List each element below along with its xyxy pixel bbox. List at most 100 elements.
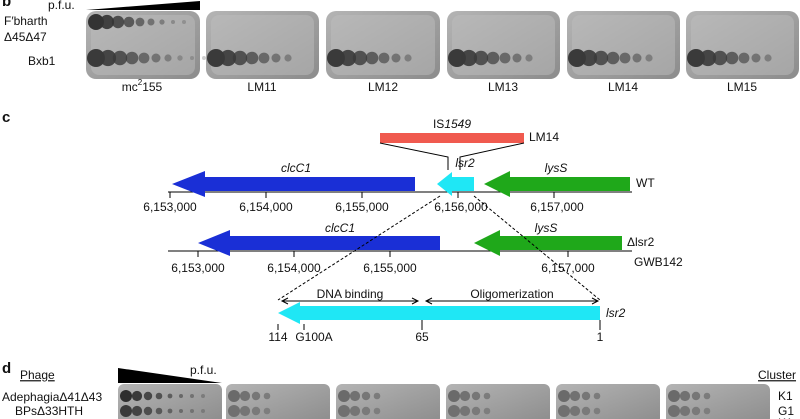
- plaque-spot: [228, 390, 240, 402]
- plaque-spot: [373, 392, 381, 400]
- plaque-spot: [499, 52, 511, 64]
- plaque-spot: [339, 49, 357, 67]
- decor: [86, 11, 799, 419]
- plaque-spot: [177, 55, 183, 61]
- plaque-spot: [327, 49, 345, 67]
- insertion-bar: [380, 133, 524, 143]
- coord-label: 6,155,000: [363, 261, 417, 275]
- gene-label: lysS: [545, 161, 568, 175]
- plaque-spot: [338, 390, 350, 402]
- plaque-spot: [120, 405, 132, 417]
- plaque-spot: [151, 53, 161, 63]
- plaque-spot: [171, 20, 175, 24]
- gene-arrow: [198, 230, 440, 256]
- plaque-spot: [123, 16, 135, 28]
- plaque-spot: [88, 14, 104, 30]
- strain-label: GWB142: [634, 255, 683, 269]
- cluster-label: K1: [778, 389, 793, 403]
- plaque-spot: [691, 406, 701, 416]
- plaque-spot: [751, 53, 761, 63]
- plaque-spot: [448, 390, 460, 402]
- coord-label: 6,155,000: [335, 200, 389, 214]
- plaque-spot: [190, 394, 194, 398]
- cluster-label: G1: [778, 404, 794, 418]
- plaque-spot: [182, 20, 186, 24]
- plate-label-part: mc: [122, 80, 138, 94]
- pfu-label: p.f.u.: [48, 0, 75, 12]
- domain-brackets: [280, 297, 600, 305]
- plaque-spot: [525, 54, 533, 62]
- plate-label-part: 155: [142, 80, 162, 94]
- column-header: Phage: [20, 368, 55, 382]
- plaque-spot: [138, 52, 150, 64]
- plaque-spot: [483, 392, 491, 400]
- plaque-spot: [245, 51, 259, 65]
- insertion-prefix: IS: [433, 117, 444, 131]
- plaque-spot: [569, 405, 581, 417]
- plaque-spot: [349, 405, 361, 417]
- plaque-spot: [593, 50, 609, 66]
- gene-arrow: [437, 172, 474, 196]
- plaque-spot: [190, 409, 194, 413]
- plaque-spot: [448, 405, 460, 417]
- plaque-spot: [512, 53, 522, 63]
- plaque-spot: [679, 405, 691, 417]
- gene-arrow: [474, 230, 622, 256]
- plaque-spot: [558, 405, 570, 417]
- plaque-spot: [258, 52, 270, 64]
- strain-label: WT: [636, 176, 655, 190]
- plaque-spot: [167, 393, 173, 399]
- position-label: 114: [268, 330, 287, 344]
- phage-label: AdephagiaΔ41Δ43: [2, 390, 102, 404]
- plaque-spot: [155, 392, 163, 400]
- plaque-spot: [619, 52, 631, 64]
- plaque-spot: [263, 392, 271, 400]
- plaque-spot: [473, 50, 489, 66]
- panel-label: c: [2, 109, 10, 126]
- row-label: Bxb1: [28, 54, 56, 68]
- plaque-spot: [558, 390, 570, 402]
- position-label: 65: [415, 330, 429, 344]
- plaque-spot: [593, 392, 601, 400]
- plate-interior: [452, 15, 555, 75]
- plaque-spot: [687, 49, 705, 67]
- plaque-spot: [263, 407, 271, 415]
- connector: [459, 142, 525, 170]
- plaque-spot: [703, 407, 711, 415]
- coord-label: 6,154,000: [239, 200, 293, 214]
- coord-label: 6,157,000: [541, 261, 595, 275]
- arrowhead: [280, 297, 289, 305]
- plaque-spot: [131, 390, 143, 402]
- zoom-line: [473, 195, 601, 301]
- plate-label: LM15: [727, 80, 757, 94]
- plaque-spot: [668, 390, 680, 402]
- plaque-spot: [239, 390, 251, 402]
- insertion-label: IS1549: [433, 117, 471, 131]
- plaque-spot: [164, 54, 172, 62]
- plaque-spot: [232, 50, 248, 66]
- panel-label: b: [2, 0, 11, 10]
- plaque-spot: [284, 54, 292, 62]
- plaque-spot: [87, 49, 105, 67]
- plaque-spot: [373, 407, 381, 415]
- row-label: Δ45Δ47: [4, 30, 47, 44]
- coord-label: 6,153,000: [171, 261, 225, 275]
- plate-label: LM11: [247, 80, 276, 94]
- plaque-spot: [712, 50, 728, 66]
- arrowhead: [424, 297, 433, 305]
- plaque-spot: [159, 19, 165, 25]
- plate-interior: [211, 15, 314, 75]
- plaque-spot: [699, 49, 717, 67]
- plaque-spot: [581, 406, 591, 416]
- plaque-spot: [99, 14, 115, 30]
- plaque-spot: [202, 56, 206, 60]
- plaque-spot: [606, 51, 620, 65]
- plaque-spot: [593, 407, 601, 415]
- plaque-spot: [135, 17, 145, 27]
- coord-label: 6,154,000: [267, 261, 321, 275]
- plaque-spot: [632, 53, 642, 63]
- plaque-spot: [460, 49, 478, 67]
- plaque-spot: [471, 391, 481, 401]
